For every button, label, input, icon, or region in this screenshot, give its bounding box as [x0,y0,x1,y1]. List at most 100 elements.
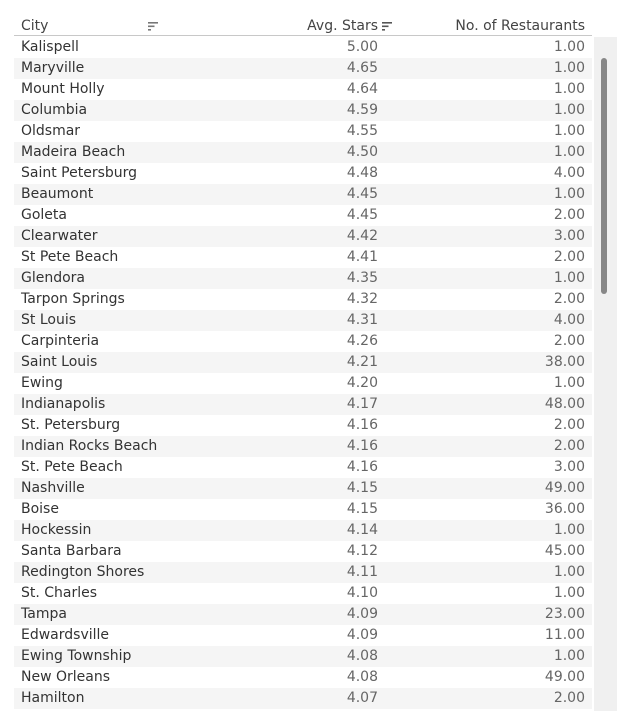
table-row[interactable]: Saint Louis 4.21 38.00 [14,352,592,373]
cell-city: Beaumont [21,186,94,202]
sort-descending-icon[interactable] [382,22,392,31]
cell-restaurant-count: 2.00 [553,438,585,454]
cell-restaurant-count: 49.00 [544,669,585,685]
cell-city: St Louis [21,312,77,328]
cell-restaurant-count: 2.00 [553,207,585,223]
cell-avg-stars: 4.11 [346,564,378,580]
table-row[interactable]: St. Pete Beach 4.16 3.00 [14,457,592,478]
table-row[interactable]: Edwardsville 4.09 11.00 [14,625,592,646]
cell-city: Edwardsville [21,627,110,643]
column-header-avg-stars[interactable]: Avg. Stars [307,18,378,34]
cell-restaurant-count: 48.00 [544,396,585,412]
cell-avg-stars: 4.45 [346,186,378,202]
table-row[interactable]: Tarpon Springs 4.32 2.00 [14,289,592,310]
table-row[interactable]: Maryville 4.65 1.00 [14,58,592,79]
cell-city: Maryville [21,60,85,76]
table-row[interactable]: Beaumont 4.45 1.00 [14,184,592,205]
cell-city: Saint Petersburg [21,165,138,181]
cell-restaurant-count: 1.00 [553,564,585,580]
cell-avg-stars: 4.12 [346,543,378,559]
cell-city: Oldsmar [21,123,81,139]
column-header-city[interactable]: City [21,18,49,34]
cell-avg-stars: 4.45 [346,207,378,223]
cell-restaurant-count: 1.00 [553,585,585,601]
cell-city: Ewing [21,375,63,391]
cell-avg-stars: 4.48 [346,165,378,181]
cell-restaurant-count: 45.00 [544,543,585,559]
cell-avg-stars: 4.09 [346,627,378,643]
table-row[interactable]: Kalispell 5.00 1.00 [14,37,592,58]
cell-avg-stars: 4.15 [346,480,378,496]
table-row[interactable]: Columbia 4.59 1.00 [14,100,592,121]
cell-restaurant-count: 1.00 [553,102,585,118]
cell-city: Tampa [21,606,67,622]
table-row[interactable]: Indianapolis 4.17 48.00 [14,394,592,415]
table-row[interactable]: Santa Barbara 4.12 45.00 [14,541,592,562]
cell-city: Madeira Beach [21,144,126,160]
scrollbar-thumb[interactable] [601,58,607,294]
cell-restaurant-count: 4.00 [553,312,585,328]
cell-city: Indian Rocks Beach [21,438,158,454]
cell-restaurant-count: 2.00 [553,333,585,349]
cell-city: Boise [21,501,59,517]
cell-restaurant-count: 1.00 [553,522,585,538]
cell-city: St. Pete Beach [21,459,123,475]
cell-restaurant-count: 1.00 [553,123,585,139]
table-row[interactable]: Saint Petersburg 4.48 4.00 [14,163,592,184]
cell-avg-stars: 4.50 [346,144,378,160]
table-row[interactable]: Carpinteria 4.26 2.00 [14,331,592,352]
cell-restaurant-count: 23.00 [544,606,585,622]
cell-avg-stars: 4.42 [346,228,378,244]
table-row[interactable]: St. Petersburg 4.16 2.00 [14,415,592,436]
cell-restaurant-count: 36.00 [544,501,585,517]
cell-restaurant-count: 1.00 [553,375,585,391]
cell-avg-stars: 4.16 [346,459,378,475]
cell-avg-stars: 4.08 [346,648,378,664]
cell-avg-stars: 4.10 [346,585,378,601]
cell-avg-stars: 4.64 [346,81,378,97]
table-row[interactable]: St. Charles 4.10 1.00 [14,583,592,604]
scrollbar-track[interactable] [594,37,617,711]
table-row[interactable]: St Louis 4.31 4.00 [14,310,592,331]
table-row[interactable]: New Orleans 4.08 49.00 [14,667,592,688]
cell-restaurant-count: 38.00 [544,354,585,370]
table-row[interactable]: Goleta 4.45 2.00 [14,205,592,226]
cell-restaurant-count: 2.00 [553,249,585,265]
cell-city: Hamilton [21,690,85,706]
table-row[interactable]: Redington Shores 4.11 1.00 [14,562,592,583]
table-row[interactable]: Ewing 4.20 1.00 [14,373,592,394]
cell-restaurant-count: 1.00 [553,270,585,286]
cell-restaurant-count: 1.00 [553,648,585,664]
cell-city: Clearwater [21,228,98,244]
cell-city: Santa Barbara [21,543,122,559]
cell-restaurant-count: 1.00 [553,144,585,160]
table-row[interactable]: Boise 4.15 36.00 [14,499,592,520]
cell-city: Hockessin [21,522,92,538]
table-row[interactable]: Indian Rocks Beach 4.16 2.00 [14,436,592,457]
cell-restaurant-count: 2.00 [553,690,585,706]
cell-city: Redington Shores [21,564,145,580]
table-row[interactable]: Glendora 4.35 1.00 [14,268,592,289]
table-row[interactable]: Clearwater 4.42 3.00 [14,226,592,247]
table-row[interactable]: Mount Holly 4.64 1.00 [14,79,592,100]
cell-restaurant-count: 11.00 [544,627,585,643]
table-row[interactable]: Ewing Township 4.08 1.00 [14,646,592,667]
table-row[interactable]: St Pete Beach 4.41 2.00 [14,247,592,268]
cell-restaurant-count: 1.00 [553,60,585,76]
cell-avg-stars: 4.35 [346,270,378,286]
sort-icon[interactable] [148,22,158,31]
table-row[interactable]: Madeira Beach 4.50 1.00 [14,142,592,163]
table-row[interactable]: Hamilton 4.07 2.00 [14,688,592,709]
table-row[interactable]: Oldsmar 4.55 1.00 [14,121,592,142]
cell-avg-stars: 4.16 [346,417,378,433]
cell-restaurant-count: 1.00 [553,39,585,55]
cell-avg-stars: 4.65 [346,60,378,76]
column-header-restaurants[interactable]: No. of Restaurants [455,18,585,34]
cell-avg-stars: 4.20 [346,375,378,391]
table-row[interactable]: Nashville 4.15 49.00 [14,478,592,499]
cell-restaurant-count: 49.00 [544,480,585,496]
table-row[interactable]: Tampa 4.09 23.00 [14,604,592,625]
cell-avg-stars: 4.16 [346,438,378,454]
table-row[interactable]: Hockessin 4.14 1.00 [14,520,592,541]
